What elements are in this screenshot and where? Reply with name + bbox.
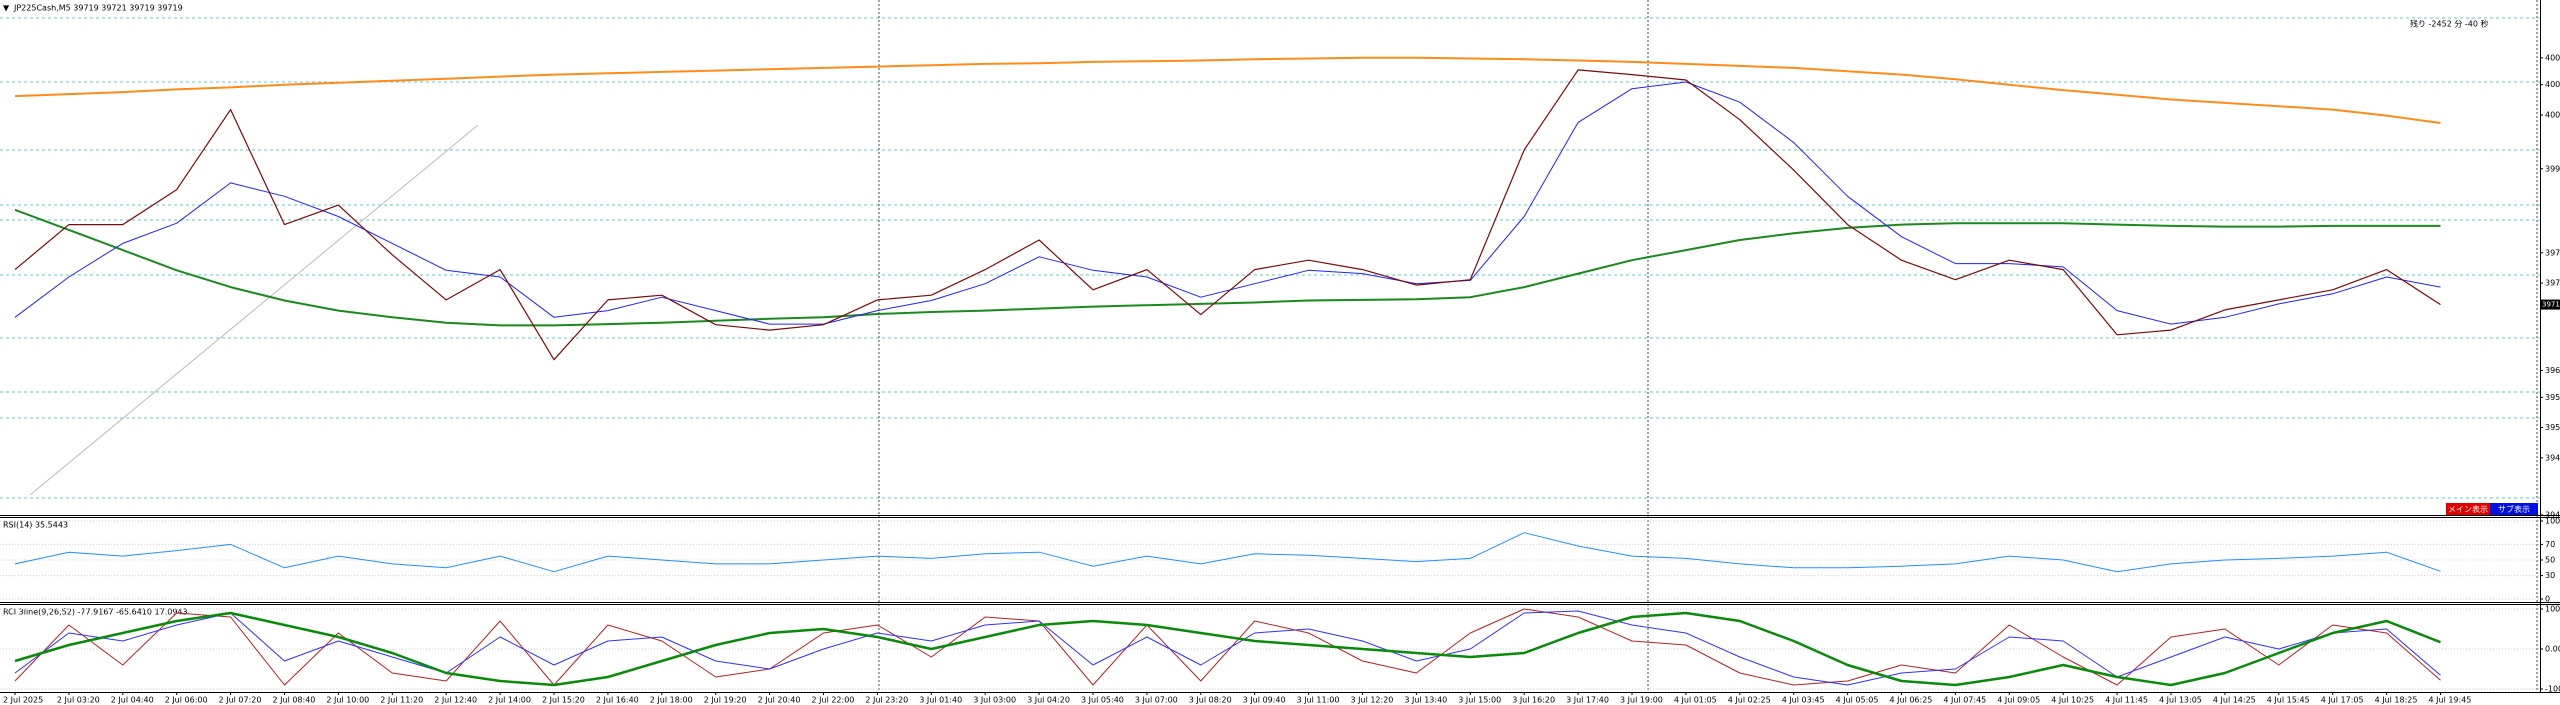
y-tick-label: 50: [2545, 556, 2555, 565]
x-tick-label: 4 Jul 06:25: [1890, 696, 1933, 705]
series-line: [14, 532, 2441, 573]
y-tick-label: 0.00: [2545, 645, 2560, 654]
y-tick-label: -100: [2545, 685, 2560, 694]
y-tick-label: 39581: [2545, 393, 2560, 402]
x-tick-label: 3 Jul 17:40: [1566, 696, 1609, 705]
x-tick-label: 2 Jul 07:20: [219, 696, 262, 705]
x-tick-label: 3 Jul 04:20: [1027, 696, 1070, 705]
y-tick-label: 30: [2545, 571, 2555, 580]
x-tick-label: 3 Jul 11:00: [1297, 696, 1340, 705]
series-line: [14, 611, 2441, 687]
x-tick-label: 3 Jul 19:00: [1620, 696, 1663, 705]
x-tick-label: 2 Jul 22:00: [812, 696, 855, 705]
x-tick-label: 2 Jul 11:20: [380, 696, 423, 705]
series-line: [14, 610, 2441, 686]
x-tick-label: 2 Jul 10:00: [326, 696, 369, 705]
y-tick-label: 40086: [2545, 53, 2560, 62]
sub-button[interactable]: [2490, 503, 2538, 515]
x-tick-label: 2 Jul 20:40: [758, 696, 801, 705]
countdown: 残り -2452 分 -40 秒: [2410, 19, 2488, 29]
x-tick-label: 4 Jul 02:25: [1728, 696, 1771, 705]
x-tick-label: 2 Jul 15:20: [542, 696, 585, 705]
x-tick-label: 3 Jul 13:40: [1404, 696, 1447, 705]
x-tick-label: 4 Jul 19:45: [2429, 696, 2472, 705]
x-tick-label: 4 Jul 03:45: [1782, 696, 1825, 705]
x-tick-label: 4 Jul 10:25: [2051, 696, 2094, 705]
y-tick-label: 100: [2545, 517, 2560, 526]
x-tick-label: 4 Jul 11:45: [2105, 696, 2148, 705]
y-tick-label: 39536: [2545, 423, 2560, 432]
x-tick-label: 3 Jul 08:20: [1189, 696, 1232, 705]
x-tick-label: 3 Jul 01:40: [919, 696, 962, 705]
current-price: 39719: [2542, 301, 2560, 309]
rsi-title: RSI(14) 35.5443: [3, 521, 68, 530]
y-tick-label: 100: [2545, 605, 2560, 614]
x-tick-label: 2 Jul 19:20: [704, 696, 747, 705]
chart-title: JP225Cash,M5 39719 39721 39719 39719: [13, 4, 183, 13]
x-tick-label: 4 Jul 01:05: [1674, 696, 1717, 705]
series-line: [14, 56, 2441, 124]
series-line: [14, 208, 2441, 327]
x-tick-label: 4 Jul 07:45: [1943, 696, 1986, 705]
sub-button-label[interactable]: サブ表示: [2498, 504, 2530, 514]
y-tick-label: 39621: [2545, 366, 2560, 375]
reference-lines: [0, 0, 2540, 692]
x-tick-label: 4 Jul 18:25: [2375, 696, 2418, 705]
y-tick-label: 0: [2545, 595, 2550, 604]
y-tick-label: 39751: [2545, 279, 2560, 288]
x-tick-label: 2 Jul 2025: [3, 696, 43, 705]
x-tick-label: 2 Jul 14:00: [488, 696, 531, 705]
x-tick-label: 3 Jul 15:00: [1458, 696, 1501, 705]
x-tick-label: 4 Jul 14:25: [2213, 696, 2256, 705]
series-line: [14, 608, 2441, 686]
y-tick-label: 70: [2545, 540, 2555, 549]
y-tick-label: 39796: [2545, 248, 2560, 257]
buttons: メイン表示 サブ表示: [2446, 503, 2538, 515]
rci-title: RCI 3line(9,26,52) -77.9167 -65.6410 17.…: [3, 608, 188, 617]
x-tick-label: 2 Jul 23:20: [865, 696, 908, 705]
x-tick-label: 4 Jul 05:05: [1836, 696, 1879, 705]
menu-icon[interactable]: ▼: [3, 4, 10, 13]
x-tick-label: 4 Jul 09:05: [1997, 696, 2040, 705]
x-tick-label: 3 Jul 12:20: [1351, 696, 1394, 705]
x-tick-label: 3 Jul 03:00: [973, 696, 1016, 705]
main-button-label[interactable]: メイン表示: [2448, 504, 2488, 514]
y-tick-label: 39921: [2545, 164, 2560, 173]
x-tick-label: 3 Jul 07:00: [1135, 696, 1178, 705]
x-tick-label: 2 Jul 08:40: [273, 696, 316, 705]
x-tick-label: 2 Jul 03:20: [57, 696, 100, 705]
price-label-bg: [2541, 299, 2560, 310]
x-tick-label: 4 Jul 13:05: [2159, 696, 2202, 705]
y-tick-label: 40001: [2545, 110, 2560, 119]
x-tick-label: 3 Jul 16:20: [1512, 696, 1555, 705]
x-tick-label: 2 Jul 12:40: [434, 696, 477, 705]
series-line: [14, 69, 2441, 361]
x-tick-label: 4 Jul 17:05: [2321, 696, 2364, 705]
x-tick-label: 4 Jul 15:45: [2267, 696, 2310, 705]
x-tick-label: 3 Jul 09:40: [1243, 696, 1286, 705]
y-tick-label: 40046: [2545, 80, 2560, 89]
x-tick-label: 3 Jul 05:40: [1081, 696, 1124, 705]
x-tick-label: 2 Jul 16:40: [596, 696, 639, 705]
main-button[interactable]: [2446, 503, 2490, 515]
x-tick-label: 2 Jul 06:00: [165, 696, 208, 705]
y-tick-label: 39491: [2545, 453, 2560, 462]
x-tick-label: 2 Jul 04:40: [111, 696, 154, 705]
y-tick-label: 39406: [2545, 511, 2560, 520]
x-tick-label: 2 Jul 18:00: [650, 696, 693, 705]
